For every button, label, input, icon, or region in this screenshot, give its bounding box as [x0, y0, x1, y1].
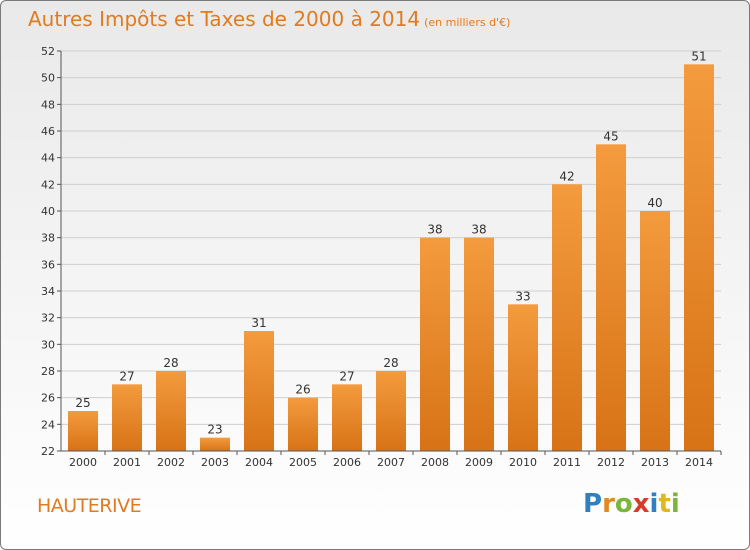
- x-tick-label: 2007: [377, 456, 405, 469]
- y-tick-label: 46: [41, 125, 55, 138]
- data-label: 38: [471, 223, 486, 237]
- proxiti-logo: Proxiti: [583, 489, 680, 519]
- chart-title-text: Autres Impôts et Taxes de 2000 à 2014: [28, 7, 421, 31]
- data-label: 27: [339, 369, 354, 383]
- bar-2004: [244, 331, 274, 451]
- data-label: 38: [427, 223, 442, 237]
- x-tick-label: 2005: [289, 456, 317, 469]
- bar-2008: [420, 237, 450, 451]
- bar-2000: [68, 411, 98, 451]
- y-tick-label: 22: [41, 445, 55, 458]
- x-tick-label: 2014: [685, 456, 713, 469]
- data-label: 28: [163, 356, 178, 370]
- data-label: 27: [119, 369, 134, 383]
- bar-2006: [332, 384, 362, 451]
- bar-2011: [552, 184, 582, 452]
- x-tick-label: 2000: [69, 456, 97, 469]
- bar-2002: [156, 371, 186, 451]
- data-label: 31: [251, 316, 266, 330]
- bar-2014: [684, 64, 714, 452]
- y-tick-label: 26: [41, 392, 55, 405]
- logo-letter: x: [632, 489, 650, 519]
- y-tick-label: 42: [41, 178, 55, 191]
- y-tick-label: 50: [41, 72, 55, 85]
- data-label: 33: [515, 289, 530, 303]
- data-label: 45: [603, 129, 618, 143]
- x-tick-label: 2013: [641, 456, 669, 469]
- bar-2009: [464, 237, 494, 451]
- y-tick-label: 38: [41, 232, 55, 245]
- logo-letter: t: [658, 489, 671, 519]
- x-tick-label: 2010: [509, 456, 537, 469]
- location-label: HAUTERIVE: [37, 495, 142, 517]
- logo-letter: i: [649, 489, 659, 519]
- x-tick-label: 2002: [157, 456, 185, 469]
- x-tick-label: 2009: [465, 456, 493, 469]
- data-label: 42: [559, 169, 574, 183]
- chart-title: Autres Impôts et Taxes de 2000 à 2014 (en…: [28, 7, 510, 31]
- bar-2003: [200, 437, 230, 451]
- bar-2013: [640, 211, 670, 451]
- bar-2001: [112, 384, 142, 451]
- data-label: 51: [691, 49, 706, 63]
- y-tick-label: 36: [41, 258, 55, 271]
- logo-letter: i: [670, 489, 680, 519]
- data-label: 23: [207, 423, 222, 437]
- x-tick-label: 2004: [245, 456, 273, 469]
- y-tick-label: 32: [41, 312, 55, 325]
- x-axis: 2000 2001 2002 2003 2004 2005 2006 2007 2008 2009…: [61, 450, 722, 469]
- y-tick-label: 40: [41, 205, 55, 218]
- y-axis: 22 24 26 28 30 32 34 36 38 40 42 44 46 48 50 52: [41, 45, 62, 458]
- bar-2010: [508, 304, 538, 451]
- chart-subtitle: (en milliers d'€): [424, 16, 511, 29]
- y-tick-label: 44: [41, 152, 55, 165]
- x-tick-label: 2008: [421, 456, 449, 469]
- bar-2005: [288, 397, 318, 451]
- y-tick-label: 52: [41, 45, 55, 58]
- bar-2012: [596, 144, 626, 452]
- bar-2007: [376, 371, 406, 451]
- y-tick-label: 30: [41, 338, 55, 351]
- y-tick-label: 24: [41, 418, 55, 431]
- x-tick-label: 2011: [553, 456, 581, 469]
- x-tick-label: 2006: [333, 456, 361, 469]
- y-tick-label: 34: [41, 285, 55, 298]
- x-tick-label: 2012: [597, 456, 625, 469]
- logo-letter: o: [614, 489, 633, 519]
- bars: 25 27 28 23 31 26 27 28 38 38 33 42 45 40 51: [68, 49, 714, 452]
- data-label: 28: [383, 356, 398, 370]
- logo-letter: r: [602, 489, 615, 519]
- logo-letter: P: [583, 489, 603, 519]
- y-tick-label: 28: [41, 365, 55, 378]
- y-tick-label: 48: [41, 98, 55, 111]
- data-label: 26: [295, 383, 310, 397]
- data-label: 25: [75, 396, 90, 410]
- x-tick-label: 2003: [201, 456, 229, 469]
- x-tick-label: 2001: [113, 456, 141, 469]
- data-label: 40: [647, 196, 662, 210]
